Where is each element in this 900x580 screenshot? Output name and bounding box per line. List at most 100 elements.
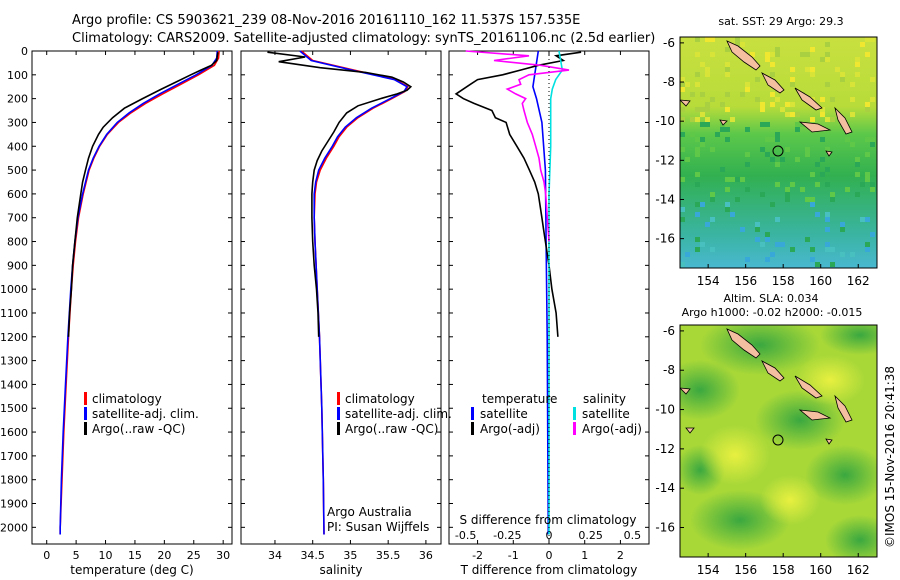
sst-pixel — [780, 157, 785, 162]
depth-tick-label: 800 — [7, 236, 28, 249]
sst-pixel — [695, 182, 700, 187]
sst-pixel — [805, 52, 810, 57]
sst-pixel — [810, 117, 815, 122]
sst-pixel — [825, 167, 830, 172]
sst-pixel — [735, 42, 740, 47]
legend-swatch-argo — [84, 422, 87, 435]
sla-map-frame — [679, 324, 878, 558]
map-y-tick-label: -16 — [655, 521, 675, 535]
sst-pixel — [745, 127, 750, 132]
sst-pixel — [810, 72, 815, 77]
sst-pixel — [830, 197, 835, 202]
legend-clim-label: climatology — [345, 392, 415, 406]
sst-pixel — [720, 102, 725, 107]
island-new-guinea-tip — [680, 99, 691, 107]
sst-pixel — [730, 117, 735, 122]
sst-pixel — [745, 187, 750, 192]
sst-pixel — [725, 207, 730, 212]
sst-pixel — [695, 237, 700, 242]
salinity-annotation: Argo Australia PI: Susan Wijffels — [327, 505, 429, 534]
sst-pixel — [870, 137, 875, 142]
sst-pixel — [810, 257, 815, 262]
sst-pixel — [865, 102, 870, 107]
island-choiseul — [761, 72, 785, 94]
sst-pixel — [725, 202, 730, 207]
sst-pixel — [820, 57, 825, 62]
x-tick-label: 25 — [187, 549, 201, 562]
x-tick-label: 36 — [419, 549, 433, 562]
sst-pixel — [810, 47, 815, 52]
sst-pixel — [775, 47, 780, 52]
depth-tick-label: 200 — [7, 93, 28, 106]
sst-pixel — [760, 192, 765, 197]
sst-pixel — [695, 137, 700, 142]
sst-pixel — [765, 232, 770, 237]
sst-pixel — [790, 102, 795, 107]
sst-pixel — [855, 172, 860, 177]
sst-pixel — [700, 142, 705, 147]
sst-pixel — [805, 67, 810, 72]
x-axes-ticks: 0 5 10 15 20 25 30 34 34.5 35 35.5 36 -2 -1 0 1 2 -0.5 -0.… — [43, 51, 641, 562]
sst-pixel — [865, 247, 870, 252]
sst-pixel — [705, 122, 710, 127]
sst-pixel — [700, 92, 705, 97]
sst-pixel — [810, 67, 815, 72]
sst-pixel — [795, 122, 800, 127]
sst-pixel — [860, 182, 865, 187]
sst-pixel — [840, 222, 845, 227]
difference-legend: temperature satellite Argo(-adj) salinit… — [471, 392, 642, 436]
sst-pixel — [770, 102, 775, 107]
sst-pixel — [705, 222, 710, 227]
sst-pixel — [695, 147, 700, 152]
sst-pixel — [840, 77, 845, 82]
sst-pixel — [865, 177, 870, 182]
legend-swatch-clim — [84, 392, 87, 405]
sst-pixel — [725, 62, 730, 67]
legend-temperature-head: temperature — [482, 392, 557, 406]
sst-pixel — [865, 107, 870, 112]
difference-xlabel: T difference from climatology — [460, 563, 638, 577]
sst-pixel — [705, 37, 710, 42]
sst-pixel — [680, 262, 685, 267]
map-y-tick-label: -6 — [663, 36, 675, 50]
island-guadalcanal — [798, 409, 832, 421]
sst-pixel — [705, 117, 710, 122]
sst-pixel — [765, 57, 770, 62]
x-top-tick-label: -0.25 — [493, 529, 521, 542]
sst-pixel — [760, 122, 765, 127]
sla-blob — [700, 325, 820, 375]
sst-pixel — [785, 197, 790, 202]
sst-pixel — [710, 197, 715, 202]
profile-lines — [59, 50, 582, 544]
series-line-argo — [267, 51, 413, 337]
sst-pixel — [850, 142, 855, 147]
sst-pixel — [690, 117, 695, 122]
sst-pixel — [800, 52, 805, 57]
depth-tick-label: 1600 — [0, 426, 28, 439]
sla-yellow — [700, 425, 770, 485]
legend-swatch-sat — [84, 407, 87, 420]
map-x-tick-label: 154 — [697, 274, 720, 288]
sst-pixel — [725, 107, 730, 112]
series-line-salinity-argo-adj- — [465, 50, 570, 242]
map-x-tick-label: 156 — [734, 563, 757, 577]
legend-t-sat-label: satellite — [480, 407, 528, 421]
sst-pixel — [765, 257, 770, 262]
depth-tick-label: 1500 — [0, 402, 28, 415]
island-small-2 — [825, 150, 833, 157]
sst-pixel — [770, 157, 775, 162]
sst-pixel — [825, 82, 830, 87]
sst-pixel — [785, 192, 790, 197]
sst-pixel — [810, 247, 815, 252]
sst-pixel — [740, 177, 745, 182]
temperature-xlabel: temperature (deg C) — [70, 563, 193, 577]
depth-tick-label: 700 — [7, 212, 28, 225]
sst-pixel — [775, 162, 780, 167]
sst-pixel — [780, 242, 785, 247]
sst-pixel — [825, 212, 830, 217]
sst-pixel — [695, 82, 700, 87]
sst-pixel — [855, 192, 860, 197]
sla-yellow — [760, 475, 820, 525]
sst-pixel — [680, 117, 685, 122]
sst-pixel — [820, 112, 825, 117]
